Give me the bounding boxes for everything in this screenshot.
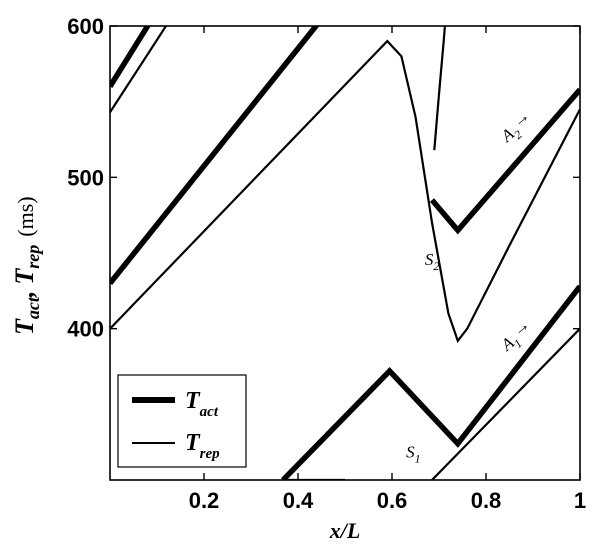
x-tick-label: 1 [574, 488, 586, 513]
x-tick-label: 0.2 [189, 488, 220, 513]
legend-box [117, 374, 247, 468]
y-tick-label: 500 [67, 165, 104, 190]
legend-entry-rep: Trep [185, 430, 220, 462]
axes-box [109, 25, 581, 481]
series-line-thick-6 [281, 284, 580, 480]
series-line-thin-4 [433, 26, 447, 151]
y-label-sub-2: rep [23, 245, 43, 269]
annotation-S2: S2 [425, 250, 440, 273]
y-axis-label: Tact, Trep (ms) [10, 196, 43, 335]
y-label-main-1: T [10, 318, 39, 335]
series-layer [110, 26, 580, 480]
annotation-text: S2 [425, 250, 440, 273]
y-label-sep: , [10, 291, 39, 299]
series-line-thick-5 [429, 87, 580, 235]
legend-rep-sub: rep [200, 446, 220, 462]
y-label-unit: (ms) [13, 196, 38, 236]
y-tick-label: 400 [67, 317, 104, 342]
y-tick-label: 600 [67, 14, 104, 39]
series-line-thin-8 [431, 327, 580, 480]
annotation-S1: S1 [406, 442, 421, 465]
legend: Tact Trep [117, 374, 247, 468]
y-label-sub-1: act [23, 296, 43, 319]
tick-layer: 0.2 0.4 0.6 0.8 1 400 500 600 [67, 14, 586, 513]
series-line-thin-1 [110, 26, 168, 113]
x-tick-label: 0.8 [471, 488, 502, 513]
series-line-thin-3 [110, 39, 580, 344]
annotation-text: S1 [406, 442, 421, 465]
series-line-thick-2 [110, 26, 320, 286]
x-axis-label: x/L [329, 518, 361, 543]
legend-rep-main: T [185, 430, 201, 456]
legend-act-sub: act [200, 404, 219, 420]
series-line-thick-0 [110, 26, 151, 88]
legend-entry-act: Tact [185, 388, 219, 420]
x-tick-label: 0.4 [283, 488, 314, 513]
x-tick-label: 0.6 [377, 488, 408, 513]
legend-act-main: T [185, 388, 201, 414]
y-label-main-2: T [10, 268, 39, 285]
